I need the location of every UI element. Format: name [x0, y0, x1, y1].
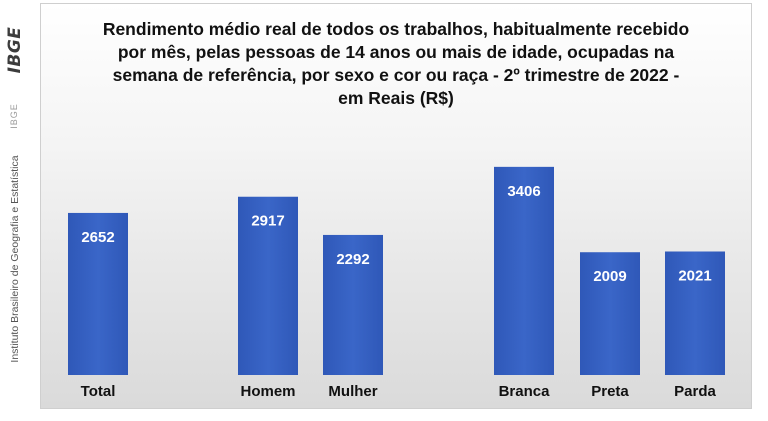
ibge-small-label: IBGE [2, 96, 26, 136]
ibge-logo: IBGE [2, 6, 28, 94]
chart-title: Rendimento médio real de todos os trabal… [102, 19, 690, 108]
chart-panel: Rendimento médio real de todos os trabal… [40, 3, 752, 409]
bar-chart: 2652 Total 2917 Homem 2292 Mulher 3406 Branca 20… [68, 166, 725, 400]
institute-text: Instituto Brasileiro de Geografia e Esta… [9, 155, 21, 363]
data-label-branca: 3406 [507, 183, 540, 200]
category-label-homem: Homem [240, 383, 295, 400]
institute-name: Instituto Brasileiro de Geografia e Esta… [2, 140, 28, 378]
bar-mulher [323, 234, 383, 375]
bar-parda [665, 251, 725, 375]
category-label-total: Total [81, 383, 116, 400]
category-label-parda: Parda [674, 383, 716, 400]
data-label-preta: 2009 [593, 268, 626, 285]
category-label-branca: Branca [499, 383, 551, 400]
bar-total [68, 212, 128, 375]
category-label-preta: Preta [591, 383, 629, 400]
data-label-homem: 2917 [251, 213, 284, 230]
sidebar: IBGE IBGE Instituto Brasileiro de Geogra… [0, 0, 34, 421]
data-label-total: 2652 [81, 229, 114, 246]
ibge-logo-text: IBGE [5, 26, 25, 74]
category-label-mulher: Mulher [328, 383, 377, 400]
bar-preta [580, 252, 640, 375]
bar-branca [494, 166, 554, 375]
data-label-parda: 2021 [678, 267, 711, 284]
bar-homem [238, 196, 298, 375]
ibge-small-text: IBGE [9, 103, 19, 129]
data-label-mulher: 2292 [336, 251, 369, 268]
